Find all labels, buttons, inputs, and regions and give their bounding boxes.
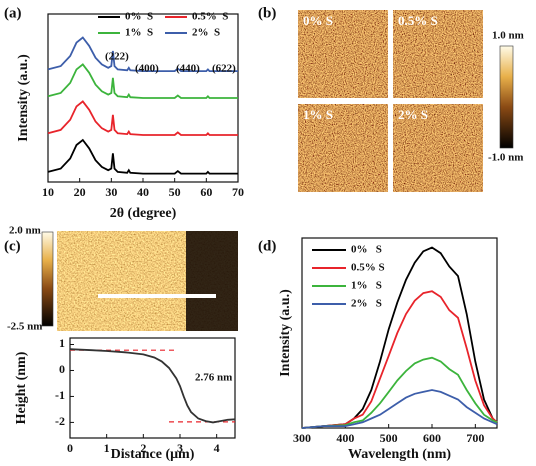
- y-tick-label: 1: [59, 336, 65, 350]
- x-tick-label: 300: [293, 431, 311, 445]
- afm-image: [393, 104, 483, 192]
- annotation: 2.76 nm: [195, 372, 232, 384]
- afm-image: [298, 10, 388, 98]
- y-tick-label: 0: [59, 362, 65, 376]
- x-tick-label: 30: [105, 185, 117, 199]
- x-tick-label: 4: [214, 441, 220, 455]
- y-tick-label: -1: [55, 388, 65, 402]
- afm-map: (c) 2.0 nm -2.5 nm: [4, 225, 238, 333]
- series-line: [69, 348, 236, 424]
- x-axis-label: Distance (μm): [111, 447, 195, 462]
- x-tick-label: 50: [169, 185, 181, 199]
- legend-label: 0.5% S: [351, 262, 385, 274]
- panel-label: (c): [4, 238, 21, 254]
- plot-frame: [301, 237, 498, 429]
- legend-label: 0% S: [125, 11, 153, 23]
- colorbar-label: 1.0 nm: [492, 30, 524, 42]
- series-line: [301, 356, 498, 429]
- legend-label: 2% S: [351, 298, 382, 310]
- plot-frame: [69, 337, 236, 439]
- annotation: (440): [176, 63, 200, 75]
- colorbar-label: -2.5 nm: [7, 321, 42, 333]
- colorbar: [499, 45, 514, 149]
- panel-label: (b): [258, 5, 276, 21]
- legend-label: 0% S: [351, 244, 382, 256]
- x-tick-label: 500: [380, 431, 398, 445]
- afm-image-dark: [186, 231, 238, 331]
- image-label: 1% S: [303, 107, 333, 122]
- x-tick-label: 2: [140, 441, 146, 455]
- x-tick-label: 0: [67, 441, 73, 455]
- annotation: (622): [212, 63, 236, 75]
- series-line: [47, 36, 238, 72]
- x-tick-label: 1: [104, 441, 110, 455]
- x-tick-label: 40: [137, 185, 149, 199]
- y-tick-label: -2: [55, 414, 65, 428]
- image-label: 2% S: [398, 107, 428, 122]
- y-axis-label: Height (nm): [14, 351, 29, 424]
- panel-label: (d): [258, 238, 276, 254]
- x-tick-label: 70: [232, 185, 244, 199]
- x-tick-label: 20: [74, 185, 86, 199]
- legend-label: 2% S: [192, 27, 220, 39]
- panel-label: (a): [4, 5, 22, 21]
- x-tick-label: 400: [336, 431, 354, 445]
- image-label: 0% S: [303, 13, 333, 28]
- series-line: [301, 290, 498, 429]
- annotation: (400): [135, 63, 159, 75]
- x-tick-label: 60: [200, 185, 212, 199]
- x-tick-label: 10: [42, 185, 54, 199]
- y-axis-label: Intensity (a.u.): [278, 289, 293, 377]
- x-axis-label: 2θ (degree): [110, 206, 177, 221]
- colorbar: [41, 231, 54, 327]
- legend-label: 0.5% S: [192, 11, 228, 23]
- afm-image: [393, 10, 483, 98]
- x-tick-label: 700: [466, 431, 484, 445]
- colorbar-label: 2.0 nm: [9, 225, 41, 237]
- image-label: 0.5% S: [398, 13, 438, 28]
- series-line: [301, 389, 498, 429]
- annotation: (222): [105, 51, 129, 63]
- x-tick-label: 3: [177, 441, 183, 455]
- afm-image: [298, 104, 388, 192]
- colorbar-label: -1.0 nm: [488, 152, 523, 164]
- series-line: [47, 63, 238, 99]
- series-line: [47, 138, 238, 175]
- series-line: [301, 246, 498, 429]
- x-tick-label: 600: [423, 431, 441, 445]
- legend-label: 1% S: [125, 27, 153, 39]
- series-line: [47, 100, 238, 136]
- y-axis-label: Intensity (a.u.): [16, 54, 31, 142]
- legend-label: 1% S: [351, 280, 382, 292]
- afm-images: (b) 0% S 0.5% S 1% S 2% S 1.0 nm -1.0 nm: [258, 5, 524, 192]
- x-axis-label: Wavelength (nm): [348, 447, 451, 462]
